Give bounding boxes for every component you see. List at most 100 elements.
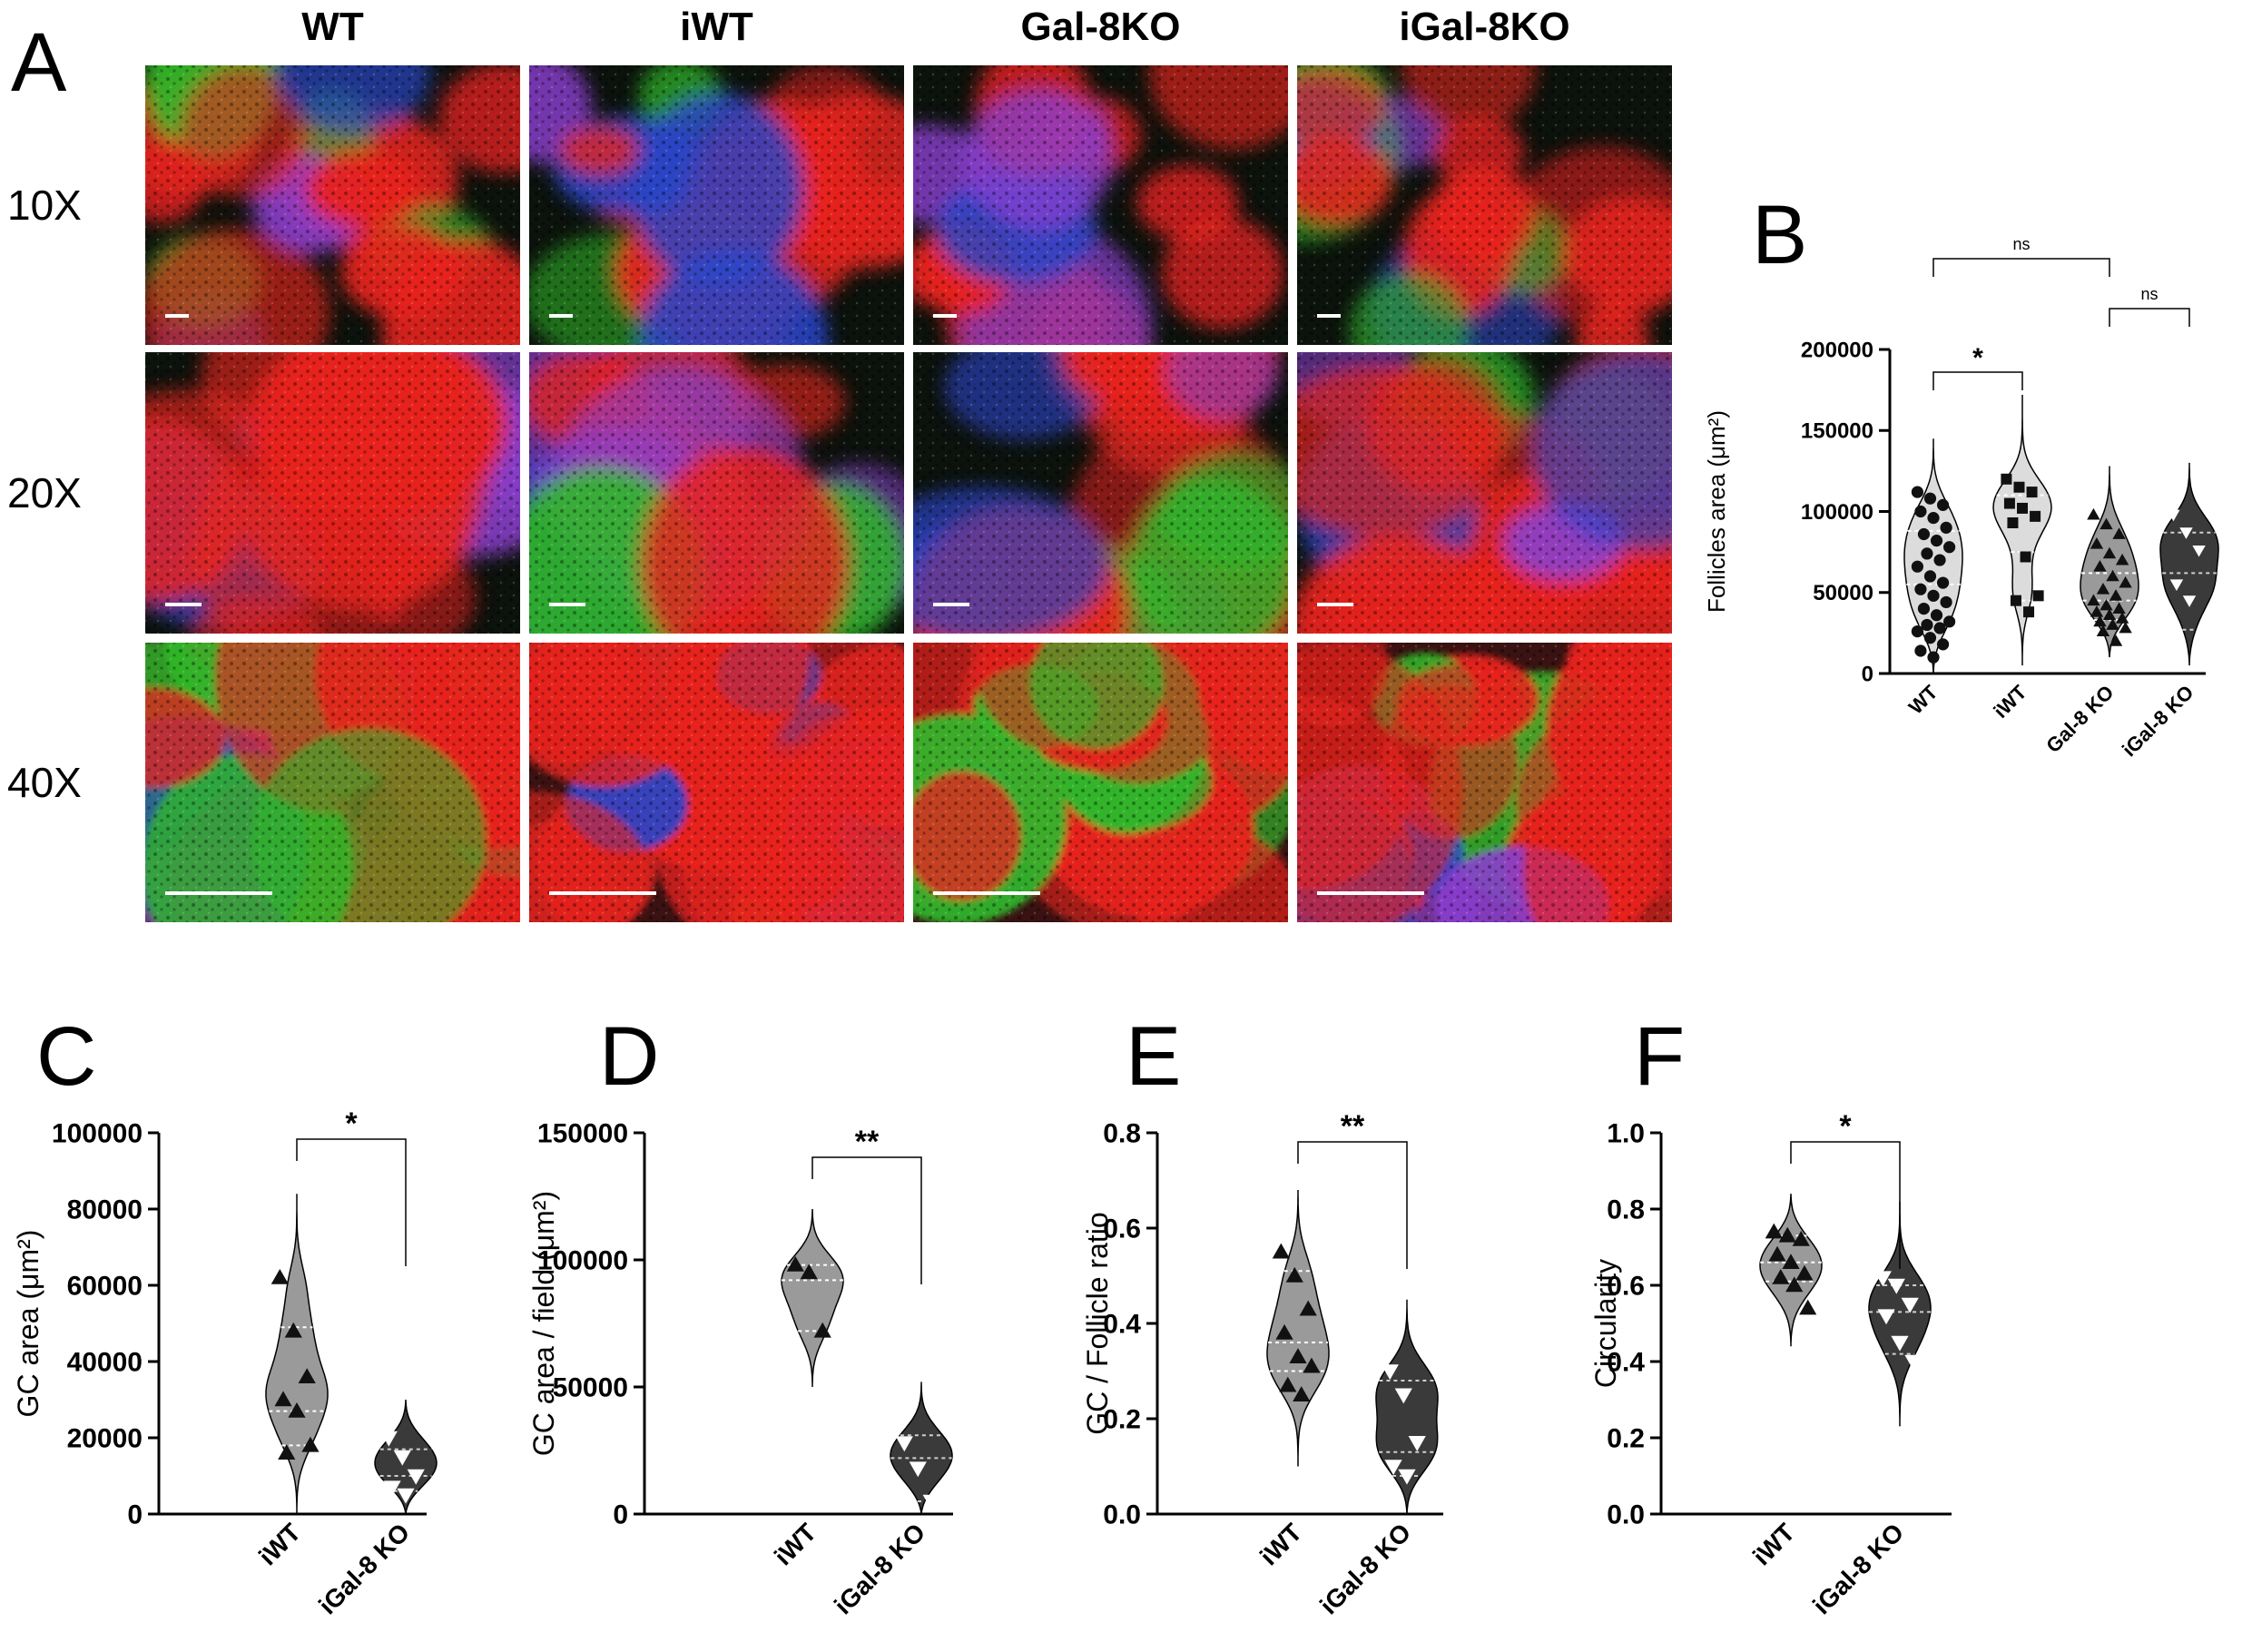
category-label: Gal-8 KO [2041, 681, 2118, 757]
y-tick-label: 50000 [1813, 581, 1873, 605]
data-point [284, 1322, 302, 1338]
data-point [2106, 618, 2119, 630]
violin-shape [1266, 1190, 1330, 1467]
data-point [1772, 1269, 1790, 1284]
data-point [1911, 486, 1923, 498]
violin-shape [1992, 395, 2052, 666]
y-tick-label: 50000 [553, 1373, 628, 1403]
data-point [2096, 582, 2110, 595]
micrograph-tile [913, 643, 1288, 922]
data-point [1943, 615, 1956, 628]
y-tick-label: 0.4 [1607, 1348, 1645, 1378]
significance-bracket [1297, 1141, 1408, 1269]
micrograph-tile [1297, 643, 1672, 922]
data-point [1303, 1357, 1321, 1373]
data-point [1398, 1469, 1416, 1485]
data-point [2109, 589, 2123, 601]
data-point [2003, 497, 2015, 509]
data-point [2119, 575, 2132, 588]
significance-label: ** [855, 1125, 880, 1159]
y-axis-label: Circularity [1589, 1259, 1622, 1388]
chart-f: 0.0 0.2 0.4 0.6 0.8 1.0 Circularity iWT iGal-8 K… [1589, 1109, 1952, 1619]
column-label: Gal-8KO [1020, 5, 1180, 49]
data-point [2100, 598, 2113, 611]
significance-label: * [1972, 343, 1983, 373]
y-tick-label: 40000 [67, 1348, 143, 1378]
y-tick-label: 0 [1862, 662, 1873, 686]
data-point [1917, 603, 1931, 615]
y-tick-label: 0.6 [1607, 1272, 1645, 1302]
micrograph-tile [529, 643, 904, 922]
data-point [1911, 560, 1923, 573]
data-point [1927, 512, 1940, 525]
y-tick-label: 0.6 [1103, 1214, 1141, 1244]
micrograph-tile [1297, 352, 1672, 634]
micrograph-tile [913, 352, 1288, 634]
data-point [270, 1269, 289, 1284]
scale-bar [165, 603, 202, 606]
category-label: iWT [1254, 1518, 1307, 1570]
data-point [2032, 590, 2044, 602]
y-tick-label: 0.0 [1607, 1500, 1645, 1530]
data-point [2087, 507, 2100, 520]
scale-bar [549, 891, 656, 895]
data-point [1933, 554, 1946, 566]
data-point [2013, 481, 2025, 493]
data-point [1384, 1460, 1402, 1476]
data-point [2112, 602, 2126, 614]
data-point [2090, 605, 2104, 617]
data-point [1930, 535, 1943, 547]
data-point [1891, 1335, 1909, 1352]
y-tick-label: 0 [613, 1500, 628, 1530]
data-point [298, 1368, 316, 1383]
data-point [1923, 632, 1937, 644]
data-point [1936, 576, 1950, 589]
y-tick-label: 0 [127, 1500, 143, 1530]
category-label: iGal-8 KO [2118, 681, 2198, 762]
data-point [800, 1264, 818, 1280]
data-point [2106, 569, 2119, 582]
scale-bar [1317, 314, 1341, 318]
column-label: iWT [680, 5, 753, 49]
significance-label: ns [2097, 0, 2114, 4]
data-point [1768, 1245, 1786, 1262]
y-axis-label: GC area (μm²) [12, 1230, 44, 1418]
data-point [1299, 1300, 1317, 1316]
row-label: 10X [7, 182, 82, 229]
data-point [2119, 621, 2132, 634]
data-point [909, 1461, 927, 1478]
data-point [2115, 612, 2129, 624]
row-label: 20X [7, 469, 82, 516]
data-point [2100, 517, 2113, 530]
data-point [2030, 510, 2041, 522]
significance-label: ns [2140, 285, 2158, 303]
y-tick-label: 60000 [67, 1272, 143, 1302]
scale-bar [549, 314, 573, 318]
y-tick-label: 20000 [67, 1424, 143, 1454]
data-point [1877, 1309, 1895, 1325]
data-point [1408, 1436, 1426, 1451]
chart-d: 0 50000 100000 150000 GC area / field (μm²) i… [527, 1119, 953, 1619]
significance-bracket [1932, 258, 2110, 277]
data-point [2090, 537, 2104, 549]
data-point [1933, 622, 1946, 634]
category-label: iWT [1989, 680, 2031, 723]
data-point [2087, 594, 2100, 606]
y-axis-label: GC / Follicle ratio [1081, 1212, 1114, 1434]
category-label: iGal-8 KO [829, 1518, 930, 1619]
data-point [1799, 1299, 1817, 1315]
column-label: WT [301, 5, 364, 49]
panel-b-letter: B [1752, 189, 1807, 281]
scale-bar [165, 891, 272, 895]
data-point [2167, 509, 2180, 522]
category-label: iWT [253, 1518, 306, 1570]
violin-shape [1759, 1194, 1823, 1347]
data-point [922, 1494, 940, 1510]
data-point [813, 1322, 831, 1338]
violin-shape [781, 1208, 844, 1387]
data-point [1901, 1297, 1919, 1313]
violin-shape [890, 1382, 953, 1515]
data-point [2001, 473, 2012, 485]
data-point [1279, 1376, 1297, 1392]
y-tick-label: 0.0 [1103, 1500, 1141, 1530]
